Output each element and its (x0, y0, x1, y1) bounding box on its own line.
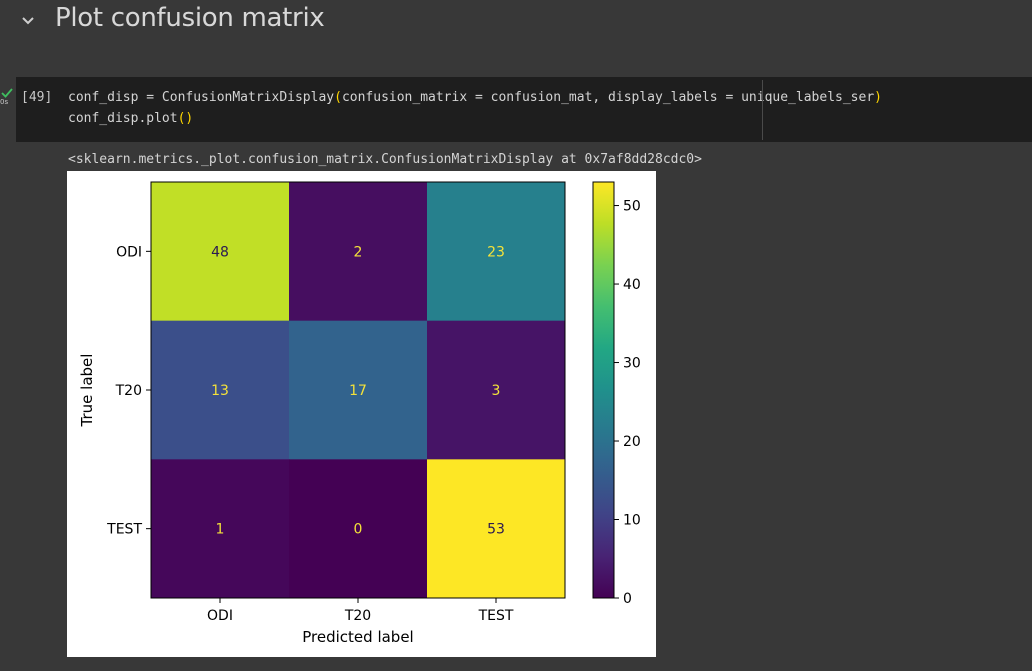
run-status: 0s (0, 84, 14, 110)
x-tick-label: TEST (478, 608, 514, 624)
heatmap-cell (289, 320, 428, 460)
cell-value-label: 2 (354, 244, 363, 260)
code-line-2-prefix: conf_disp.plot (68, 111, 178, 126)
chevron-down-icon[interactable] (18, 11, 38, 31)
heatmap-cell (151, 320, 290, 460)
cell-value-label: 23 (487, 244, 505, 260)
colorbar-tick-label: 50 (623, 199, 641, 215)
y-tick-label: TEST (106, 522, 142, 538)
execution-count: [49] (21, 90, 53, 105)
cell-value-label: 1 (216, 522, 225, 538)
heatmap-cell (151, 459, 290, 599)
x-axis-label: Predicted label (302, 628, 413, 646)
run-time: 0s (0, 98, 9, 106)
x-tick-label: T20 (344, 608, 371, 624)
heatmap-cell (289, 459, 428, 599)
colorbar-tick-label: 20 (623, 434, 641, 450)
code-close-paren: ) (874, 90, 882, 105)
y-tick-label: ODI (116, 244, 142, 260)
code-cell[interactable] (16, 77, 1032, 142)
cell-value-label: 53 (487, 522, 505, 538)
code-line-1-prefix: conf_disp = ConfusionMatrixDisplay (68, 90, 335, 105)
check-icon (1, 84, 13, 98)
code-ruler (762, 80, 763, 140)
code-empty-parens: () (177, 111, 194, 126)
heatmap-cell (151, 182, 290, 322)
cell-value-label: 48 (211, 244, 229, 260)
code-line-1[interactable]: conf_disp = ConfusionMatrixDisplay(confu… (68, 90, 882, 105)
code-line-2[interactable]: conf_disp.plot() (68, 111, 193, 126)
cell-value-label: 3 (492, 383, 501, 399)
code-line-1-args: confusion_matrix = confusion_mat, displa… (341, 90, 875, 105)
x-tick-label: ODI (207, 608, 233, 624)
section-title: Plot confusion matrix (55, 3, 325, 33)
cell-value-label: 13 (211, 383, 229, 399)
heatmap-cell (289, 182, 428, 322)
heatmap-cell (427, 320, 566, 460)
colorbar (592, 181, 615, 599)
output-repr: <sklearn.metrics._plot.confusion_matrix.… (68, 152, 702, 167)
cell-value-label: 0 (354, 522, 363, 538)
code-open-paren: ( (334, 90, 342, 105)
colorbar-tick-label: 30 (623, 356, 641, 372)
section-header: Plot confusion matrix (0, 0, 1032, 48)
confusion-matrix-figure: 48 2 23 13 17 3 1 0 53 ODI T20 TEST ODI T20 TEST Predic… (67, 171, 656, 657)
y-axis-label: True label (78, 354, 96, 428)
colorbar-tick-label: 0 (623, 591, 632, 607)
colorbar-tick-label: 40 (623, 277, 641, 293)
heatmap-cell (427, 182, 566, 322)
heatmap-cell (427, 459, 566, 599)
colorbar-tick-label: 10 (623, 513, 641, 529)
cell-value-label: 17 (349, 383, 367, 399)
y-tick-label: T20 (115, 383, 142, 399)
